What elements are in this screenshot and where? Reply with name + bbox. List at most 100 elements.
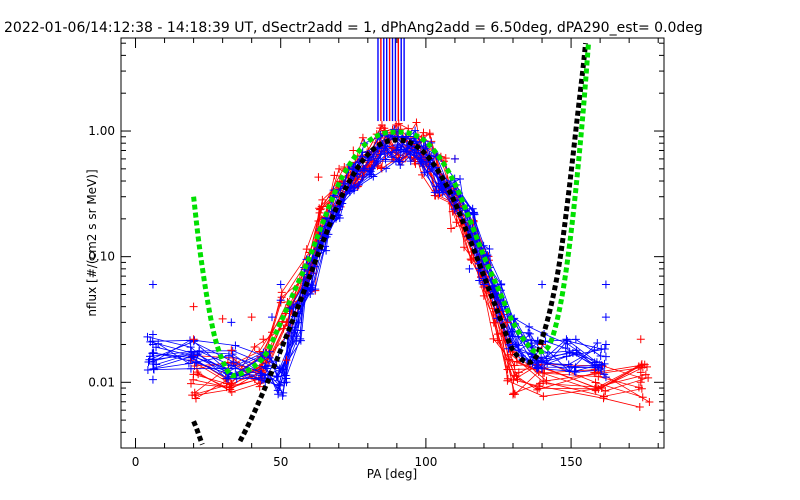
data-point [596, 351, 605, 360]
plot-frame [120, 37, 665, 449]
data-point [533, 385, 542, 394]
data-point [274, 380, 283, 389]
data-point [535, 384, 544, 393]
data-point [539, 392, 548, 401]
data-point [510, 371, 519, 380]
data-point [601, 373, 610, 382]
data-point [601, 352, 610, 361]
data-point [489, 334, 498, 343]
data-point [306, 290, 315, 299]
black-model-curve [191, 420, 205, 446]
data-point [465, 264, 474, 273]
data-point [532, 363, 541, 372]
data-point [282, 356, 291, 365]
data-point [637, 374, 646, 383]
x-tick-label: 150 [560, 455, 583, 469]
data-point [638, 393, 647, 402]
data-point [143, 332, 152, 341]
data-point [274, 372, 283, 381]
data-point [382, 164, 391, 173]
data-point [512, 357, 521, 366]
y-tick-label: 1.00 [88, 124, 115, 138]
data-point [565, 348, 574, 357]
data-point [591, 386, 600, 395]
data-point [485, 245, 494, 254]
data-point [187, 353, 196, 362]
data-point [358, 173, 367, 182]
data-point [148, 359, 157, 368]
data-point [226, 361, 235, 370]
data-point [152, 360, 161, 369]
data-point [227, 346, 236, 355]
data-point [637, 360, 646, 369]
data-point [296, 334, 305, 343]
data-point [635, 403, 644, 412]
data-point [263, 361, 272, 370]
data-point [594, 372, 603, 381]
data-point [349, 146, 358, 155]
data-point [538, 280, 547, 289]
data-point [513, 375, 522, 384]
data-point [228, 350, 237, 359]
green-model-curve [191, 42, 591, 379]
data-point [571, 335, 580, 344]
data-point [186, 364, 195, 373]
data-point [562, 352, 571, 361]
black-model-curve [237, 42, 589, 443]
data-point [436, 179, 445, 188]
plot-area [143, 38, 654, 446]
data-point [376, 150, 385, 159]
data-point [259, 335, 268, 344]
data-point [148, 280, 157, 289]
chart-title: 2022-01-06/14:12:38 - 14:18:39 UT, dSect… [4, 20, 703, 36]
data-point [227, 388, 236, 397]
data-point [354, 180, 363, 189]
data-point [279, 388, 288, 397]
data-point [503, 365, 512, 374]
data-point [276, 280, 285, 289]
data-point [599, 392, 608, 401]
data-point [638, 363, 647, 372]
data-point [475, 276, 484, 285]
data-point [539, 377, 548, 386]
data-point [275, 364, 284, 373]
data-point [503, 376, 512, 385]
series-line [156, 146, 602, 383]
data-point [227, 379, 236, 388]
data-point [387, 153, 396, 162]
data-point [394, 142, 402, 151]
data-point [186, 343, 195, 352]
data-point [542, 354, 551, 363]
y-tick-label: 0.10 [88, 250, 115, 264]
data-point [296, 336, 305, 345]
data-point [148, 375, 157, 384]
data-point [467, 256, 476, 265]
data-point [565, 367, 574, 376]
data-point [224, 351, 233, 360]
data-point [277, 288, 286, 297]
data-point [224, 374, 233, 383]
data-point [358, 133, 367, 142]
data-point [225, 383, 234, 392]
data-point [455, 175, 464, 183]
data-point [561, 344, 570, 353]
data-point [509, 390, 518, 399]
data-point [149, 364, 158, 373]
data-point [396, 160, 405, 169]
data-point [525, 322, 534, 331]
data-point [185, 336, 194, 345]
data-point [148, 330, 157, 339]
data-point [314, 173, 323, 182]
data-point [441, 154, 450, 163]
data-point [601, 313, 610, 322]
data-point [422, 157, 431, 166]
data-point [600, 345, 609, 354]
data-point [447, 224, 456, 233]
data-point [292, 332, 301, 341]
data-point [188, 391, 197, 400]
series-line [153, 135, 600, 377]
y-axis-label: nflux [#/(cm2 s sr MeV)] [85, 169, 99, 316]
data-point [247, 313, 256, 322]
data-point [514, 368, 523, 377]
